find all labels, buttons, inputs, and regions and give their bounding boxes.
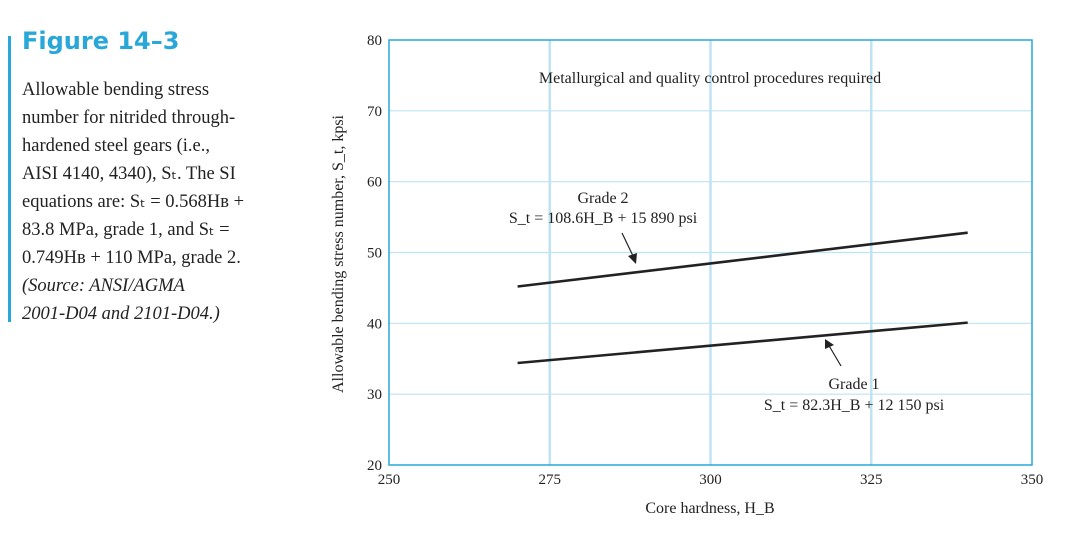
y-axis-label: Allowable bending stress number, S_t, kp… bbox=[330, 114, 347, 393]
caption-source-line: 2001-D04 and 2101-D04.) bbox=[22, 304, 220, 324]
y-tick-label: 30 bbox=[367, 387, 382, 403]
grade1-leader-line bbox=[827, 343, 842, 367]
series-line-grade-2 bbox=[517, 231, 968, 288]
caption-line: Allowable bending stress bbox=[22, 80, 210, 100]
caption-line: number for nitrided through- bbox=[22, 108, 236, 128]
series-line-grade-1 bbox=[517, 321, 968, 365]
x-tick-label: 350 bbox=[1021, 472, 1044, 488]
figure-title: Figure 14–3 bbox=[22, 27, 180, 55]
caption-line: 0.749Hʙ + 110 MPa, grade 2. bbox=[22, 248, 241, 268]
y-tick-label: 70 bbox=[367, 104, 382, 120]
figure-caption: Allowable bending stress number for nitr… bbox=[22, 76, 292, 328]
grid-lines bbox=[389, 40, 1032, 465]
grade2-equation-label: S_t = 108.6H_B + 15 890 psi bbox=[509, 210, 698, 227]
grade1-name-label: Grade 1 bbox=[828, 376, 879, 393]
grade1-leader-arrowhead bbox=[825, 339, 834, 349]
x-tick-label: 275 bbox=[539, 472, 562, 488]
tick-labels: 250 275 300 325 350 20 30 40 50 60 70 80 bbox=[367, 33, 1043, 488]
y-tick-label: 50 bbox=[367, 246, 382, 262]
grade2-leader-line bbox=[621, 232, 635, 259]
annotation-quality-control: Metallurgical and quality control proced… bbox=[539, 70, 881, 87]
y-tick-label: 80 bbox=[367, 33, 382, 49]
x-tick-label: 250 bbox=[378, 472, 401, 488]
grade2-leader-arrowhead bbox=[628, 253, 637, 264]
grade1-equation-label: S_t = 82.3H_B + 12 150 psi bbox=[764, 397, 945, 414]
caption-line: 83.8 MPa, grade 1, and Sₜ = bbox=[22, 220, 230, 240]
y-tick-label: 20 bbox=[367, 458, 382, 474]
y-tick-label: 40 bbox=[367, 316, 382, 332]
grade2-name-label: Grade 2 bbox=[577, 190, 628, 207]
caption-source-line: (Source: ANSI/AGMA bbox=[22, 276, 185, 296]
plot-frame bbox=[388, 39, 1033, 466]
caption-line: hardened steel gears (i.e., bbox=[22, 136, 210, 156]
caption-accent-bar bbox=[8, 36, 11, 322]
caption-line: equations are: Sₜ = 0.568Hʙ + bbox=[22, 192, 245, 212]
x-tick-label: 325 bbox=[860, 472, 883, 488]
caption-line: AISI 4140, 4340), Sₜ. The SI bbox=[22, 164, 236, 184]
x-tick-label: 300 bbox=[699, 472, 722, 488]
x-axis-label: Core hardness, H_B bbox=[645, 500, 774, 517]
y-tick-label: 60 bbox=[367, 175, 382, 191]
series-lines bbox=[517, 231, 968, 365]
